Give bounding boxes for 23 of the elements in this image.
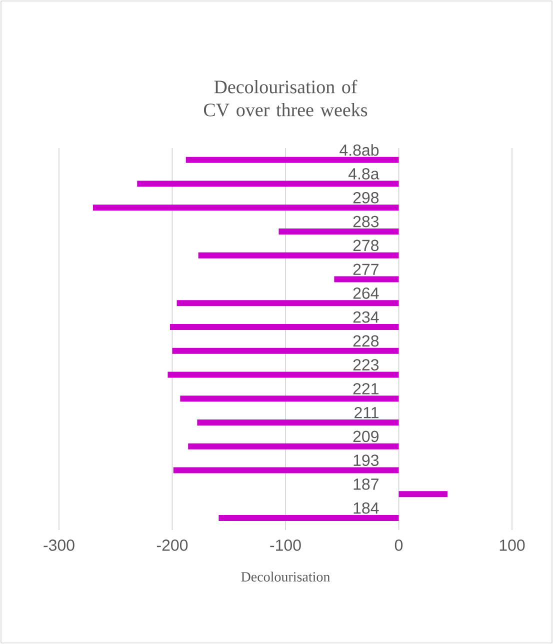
y-tick-label: 228 [353, 335, 379, 347]
y-tick-label: 4.8a [348, 168, 380, 180]
y-tick-label: 298 [353, 192, 379, 204]
y-tick-label: 221 [353, 383, 378, 394]
y-tick-label: 278 [353, 240, 379, 252]
x-axis-title: Decolourisation [241, 572, 330, 582]
y-tick-label: 4.8ab [340, 144, 379, 156]
x-tick-label: -300 [44, 540, 74, 551]
y-tick-label: 264 [353, 288, 379, 299]
y-tick-label: 223 [353, 359, 379, 370]
y-tick-label: 193 [354, 454, 379, 466]
x-tick-label: 100 [500, 540, 525, 551]
x-tick-label: -200 [156, 540, 188, 551]
chart-title: Decolourisation of CV over three weeks [204, 80, 368, 116]
y-tick-label: 187 [354, 478, 378, 490]
y-tick-label: 209 [353, 430, 378, 442]
x-tick-label: -100 [270, 540, 301, 551]
x-tick-label: 0 [394, 540, 403, 551]
y-tick-label: 211 [354, 406, 378, 418]
y-tick-label: 234 [353, 311, 379, 323]
y-tick-label: 283 [353, 216, 379, 228]
y-tick-label: 277 [353, 264, 378, 275]
y-tick-label: 184 [354, 502, 379, 514]
